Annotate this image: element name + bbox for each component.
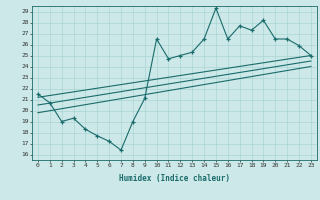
- X-axis label: Humidex (Indice chaleur): Humidex (Indice chaleur): [119, 174, 230, 183]
